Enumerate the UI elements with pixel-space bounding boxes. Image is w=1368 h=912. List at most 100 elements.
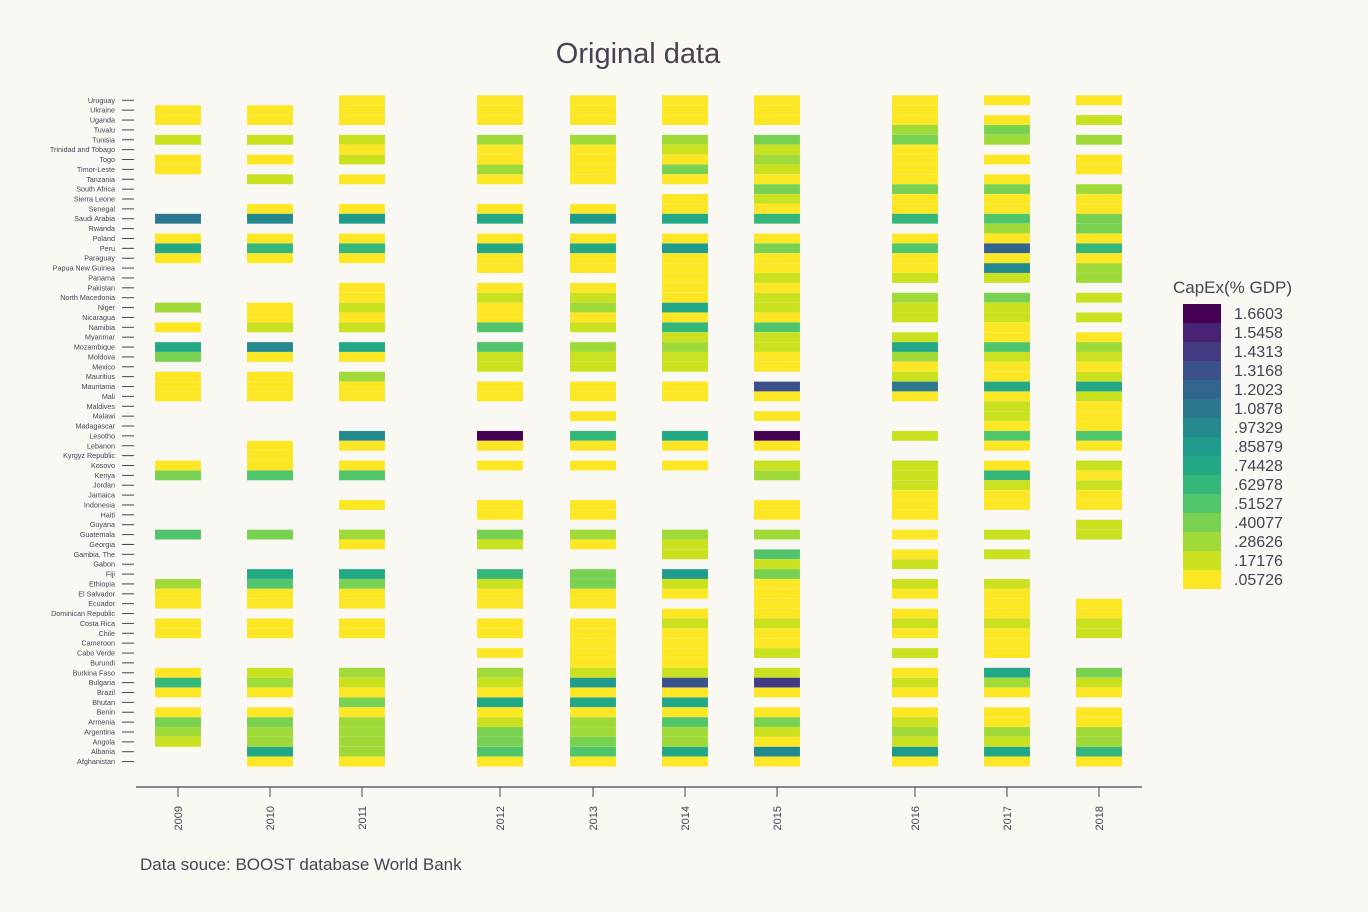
heatmap-cell [661, 460, 709, 471]
y-tick-label: Cabo Verde [77, 649, 115, 658]
heatmap-cell [753, 361, 801, 372]
heatmap-cell [753, 341, 801, 353]
heatmap-cell [753, 588, 801, 599]
heatmap-cell [246, 154, 294, 165]
heatmap-cell [1075, 95, 1123, 106]
heatmap-cell [891, 509, 939, 521]
heatmap-cell [246, 618, 294, 629]
heatmap-cell [891, 707, 939, 718]
heatmap-cell [476, 233, 524, 244]
heatmap-cell [246, 450, 294, 461]
heatmap-cell [338, 203, 386, 215]
legend-label: 1.5458 [1234, 325, 1283, 342]
heatmap-cell [476, 618, 524, 629]
heatmap-cell [661, 114, 709, 126]
heatmap-cell [983, 637, 1031, 649]
heatmap-cell [154, 736, 202, 748]
heatmap-cell [246, 114, 294, 126]
legend-label: 1.3168 [1234, 363, 1283, 380]
heatmap-cell [246, 134, 294, 145]
heatmap-cell [891, 134, 939, 145]
heatmap-cell [983, 440, 1031, 451]
heatmap-cell [569, 104, 617, 116]
y-tick-label: Uganda [90, 116, 115, 125]
y-tick-label: Moldova [88, 352, 115, 361]
y-tick-label: Albania [91, 747, 115, 756]
heatmap-cell [338, 697, 386, 708]
heatmap-cell [983, 193, 1031, 205]
y-tick-label: Panama [88, 273, 115, 282]
heatmap-cell [154, 618, 202, 629]
heatmap-cell [753, 391, 801, 402]
heatmap-cell [1075, 430, 1123, 442]
heatmap-cell [1075, 707, 1123, 718]
heatmap-cell [246, 470, 294, 481]
heatmap-cell [154, 460, 202, 471]
heatmap-cell [246, 381, 294, 392]
heatmap-cell [246, 598, 294, 609]
heatmap-cell [1075, 272, 1123, 284]
heatmap-cell [338, 667, 386, 678]
y-tick-label: Jamaica [88, 491, 115, 500]
heatmap-cell [661, 164, 709, 175]
legend-swatch [1183, 399, 1221, 418]
heatmap-cell [983, 341, 1031, 353]
y-tick-label: Ethiopia [89, 579, 115, 588]
heatmap-cell [338, 460, 386, 471]
heatmap-cell [661, 697, 709, 708]
heatmap-cell [753, 647, 801, 659]
heatmap-cell [154, 253, 202, 264]
x-tick-label: 2016 [910, 806, 922, 830]
legend-label: .17176 [1234, 553, 1283, 570]
heatmap-cell [891, 470, 939, 481]
heatmap-cell [661, 756, 709, 767]
heatmap-cell [569, 233, 617, 244]
heatmap-cell [891, 558, 939, 570]
y-tick-label: Brazil [97, 688, 115, 697]
heatmap-cell [983, 124, 1031, 136]
heatmap-cell [338, 470, 386, 481]
heatmap-cell [154, 233, 202, 244]
heatmap-cell [246, 588, 294, 599]
heatmap-cell [476, 677, 524, 688]
heatmap-cell [753, 667, 801, 678]
heatmap-cell [569, 302, 617, 313]
heatmap-cell [983, 95, 1031, 106]
heatmap-cell [983, 598, 1031, 609]
legend-label: 1.6603 [1234, 306, 1283, 323]
heatmap-cell [476, 351, 524, 363]
heatmap-cell [154, 322, 202, 333]
heatmap-cell [1075, 312, 1123, 323]
y-tick-label: Peru [100, 244, 115, 253]
heatmap-cell [246, 104, 294, 116]
heatmap-cell [338, 756, 386, 767]
y-tick-label: Afghanistan [77, 757, 115, 766]
heatmap-cell [569, 381, 617, 392]
heatmap-cell [569, 578, 617, 590]
y-tick-label: Paraguay [84, 254, 115, 263]
heatmap-cell [1075, 361, 1123, 372]
heatmap-cell [476, 716, 524, 728]
heatmap-cell [661, 262, 709, 274]
heatmap-cell [661, 361, 709, 372]
y-tick-label: Guatemala [80, 530, 115, 539]
y-tick-label: Bhutan [92, 698, 115, 707]
heatmap-cell [661, 440, 709, 451]
heatmap-cell [476, 726, 524, 738]
heatmap-cell [338, 746, 386, 757]
heatmap-cell [891, 292, 939, 303]
heatmap-cell [753, 203, 801, 215]
heatmap-cell [661, 331, 709, 343]
heatmap-cell [983, 322, 1031, 333]
heatmap-cell [983, 420, 1031, 432]
y-tick-label: South Africa [76, 185, 115, 194]
x-tick-label: 2013 [588, 806, 600, 830]
x-tick-label: 2009 [173, 806, 185, 830]
heatmap-cell [753, 154, 801, 165]
heatmap-cell [753, 104, 801, 116]
heatmap-cell [338, 104, 386, 116]
heatmap-cell [661, 272, 709, 284]
heatmap-cell [246, 529, 294, 540]
heatmap-cell [476, 440, 524, 451]
heatmap-cell [891, 667, 939, 678]
